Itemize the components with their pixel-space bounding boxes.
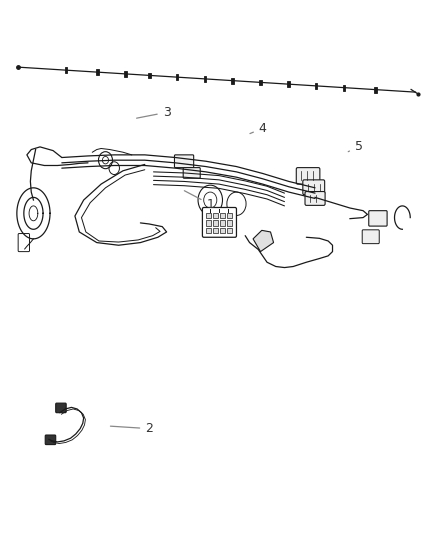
FancyBboxPatch shape xyxy=(303,180,325,195)
Polygon shape xyxy=(253,230,274,252)
FancyBboxPatch shape xyxy=(183,167,200,178)
FancyBboxPatch shape xyxy=(296,167,320,184)
Bar xyxy=(220,228,225,233)
FancyBboxPatch shape xyxy=(202,207,237,237)
FancyBboxPatch shape xyxy=(56,403,66,413)
Bar xyxy=(227,228,232,233)
FancyBboxPatch shape xyxy=(362,230,379,244)
Bar xyxy=(96,69,99,75)
Bar xyxy=(227,220,232,225)
Bar xyxy=(206,213,211,218)
Bar xyxy=(220,220,225,225)
FancyBboxPatch shape xyxy=(174,155,194,167)
Bar xyxy=(64,67,67,73)
Text: 3: 3 xyxy=(137,106,170,119)
FancyBboxPatch shape xyxy=(369,211,387,226)
Bar xyxy=(148,72,151,78)
Bar xyxy=(213,228,218,233)
Text: 2: 2 xyxy=(110,422,153,435)
FancyBboxPatch shape xyxy=(305,191,325,205)
Bar xyxy=(343,85,345,91)
FancyBboxPatch shape xyxy=(18,233,29,252)
Bar xyxy=(220,213,225,218)
Text: 1: 1 xyxy=(184,191,214,211)
Bar xyxy=(206,220,211,225)
Bar xyxy=(227,213,232,218)
Bar xyxy=(213,220,218,225)
Bar xyxy=(231,78,234,84)
Bar xyxy=(124,71,127,77)
Bar xyxy=(213,213,218,218)
Bar xyxy=(206,228,211,233)
Bar xyxy=(176,74,178,80)
Bar xyxy=(315,83,318,89)
Bar xyxy=(204,76,206,82)
Bar xyxy=(287,81,290,87)
Text: 4: 4 xyxy=(250,122,267,135)
Bar xyxy=(374,87,377,93)
FancyBboxPatch shape xyxy=(45,435,56,445)
Text: 5: 5 xyxy=(348,140,363,153)
Bar xyxy=(259,79,262,85)
